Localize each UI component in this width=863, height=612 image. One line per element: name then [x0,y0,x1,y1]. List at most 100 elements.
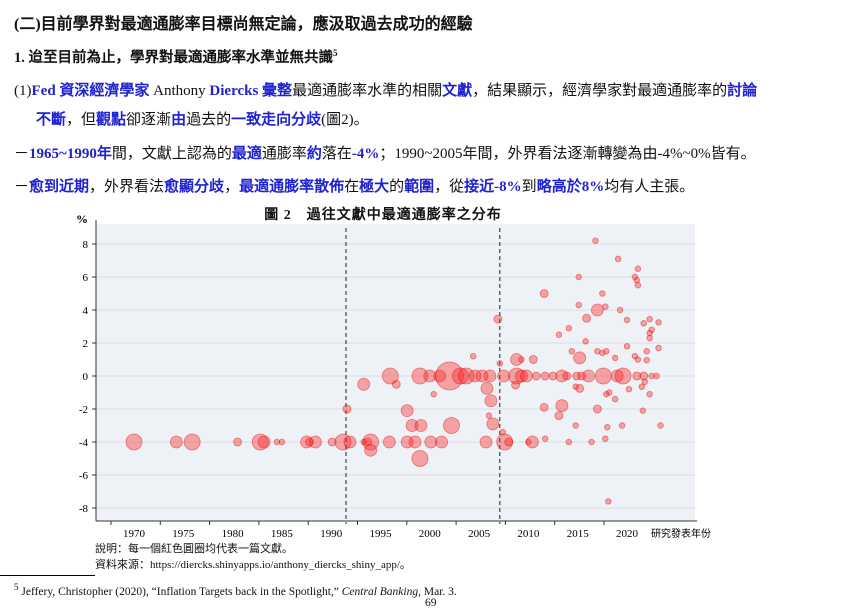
literature-point [400,435,414,449]
literature-point [623,343,631,350]
literature-point [611,354,619,362]
literature-point [593,404,602,414]
literature-point [520,369,533,383]
literature-point [484,394,498,408]
literature-point [541,435,549,442]
literature-point [572,422,579,429]
footnote: 5 Jeffery, Christopher (2020), “Inflatio… [14,582,457,598]
literature-point [479,435,493,449]
literature-point [433,369,447,383]
text-segment: 的 [389,179,405,195]
text-segment: 均有人主張。 [604,179,695,195]
literature-point [655,319,662,326]
literature-point [408,435,422,449]
text-segment: ；1990~2005年間，外界看法逐漸轉變為由-4%~0%皆有。 [379,146,756,162]
literature-point [525,438,532,446]
text-segment: ， [224,179,240,195]
highlighted-text: 文獻 [442,83,473,99]
literature-point [233,437,242,447]
literature-point [539,289,549,298]
literature-point [451,367,469,385]
literature-point [582,313,591,323]
literature-point [257,435,271,449]
literature-point [646,390,653,398]
literature-point [603,390,610,398]
literature-point [485,412,493,419]
literature-point [572,383,579,390]
literature-point [483,369,497,383]
highlighted-text: 最適通膨率散佈 [239,179,345,195]
literature-point [599,290,606,297]
literature-point [606,389,613,396]
literature-point [504,437,514,447]
plot-area [96,224,695,521]
y-tick-label: 2 [83,338,89,350]
literature-point [657,422,664,429]
text-segment: 通膨率 [261,146,307,162]
literature-point [300,435,313,449]
highlighted-text: 愈顯分歧 [164,179,225,195]
literature-point [603,348,610,355]
literature-point [183,433,201,451]
text-segment: (1) [14,83,32,99]
literature-point [594,348,601,355]
highlighted-text: 極大 [359,179,390,195]
literature-point [565,324,573,332]
literature-point [611,395,619,403]
literature-point [643,348,650,355]
literature-point [575,273,582,281]
literature-point [515,369,528,383]
literature-point [648,326,655,333]
literature-point [362,433,380,451]
literature-point [562,371,572,381]
literature-point [169,435,183,449]
literature-point [469,353,477,360]
literature-point [423,369,437,383]
literature-point [625,386,633,393]
literature-point [554,411,564,421]
footnote-divider [0,575,95,576]
literature-point [618,422,626,429]
text-segment: － [14,179,30,195]
literature-point [468,369,482,383]
text-segment: 到 [521,179,537,195]
literature-point [486,417,500,431]
literature-point [381,367,399,385]
y-tick-label: 8 [83,239,89,251]
literature-point [639,407,646,414]
literature-point [616,306,624,314]
literature-point [443,417,460,434]
literature-point [631,273,639,281]
subheading: 1. 迨至目前為止，學界對最適通膨率水準並無共識5 [14,46,338,67]
literature-point [646,329,653,337]
x-tick-label: 1980 [222,528,245,540]
highlighted-text: 討論 [727,83,758,99]
literature-point [382,435,396,449]
text-segment: ，結果顯示，經濟學家對最適通膨率的 [472,83,728,99]
figure-title: 圖 2 過往文獻中最適通膨率之分布 [264,208,502,223]
highlighted-text: 範圍 [404,179,435,195]
literature-point [575,383,585,393]
highlighted-text: 一致走向分歧 [231,112,322,128]
literature-point [342,404,352,414]
text-segment: 過去的 [186,112,232,128]
literature-point [531,371,541,381]
highlighted-text: Diercks 彙整 [209,83,293,99]
literature-point [364,443,378,457]
y-tick-label: -4 [79,437,89,449]
y-tick-label: 0 [83,371,89,383]
literature-point [327,437,337,447]
literature-point [641,378,648,385]
literature-point [343,435,357,449]
literature-point [496,433,514,451]
literature-point [548,371,558,381]
page-number: 69 [425,597,437,609]
literature-point [539,402,549,412]
literature-point [334,433,352,451]
literature-point [510,353,523,366]
x-tick-label: 2010 [517,528,540,540]
literature-point [634,356,642,363]
paragraph-line: －1965~1990年間，文獻上認為的最適通膨率約落在-4%；1990~2005… [14,142,756,163]
highlighted-text: 1965~1990年 [29,146,112,162]
highlighted-text: 接近-8% [464,179,522,195]
